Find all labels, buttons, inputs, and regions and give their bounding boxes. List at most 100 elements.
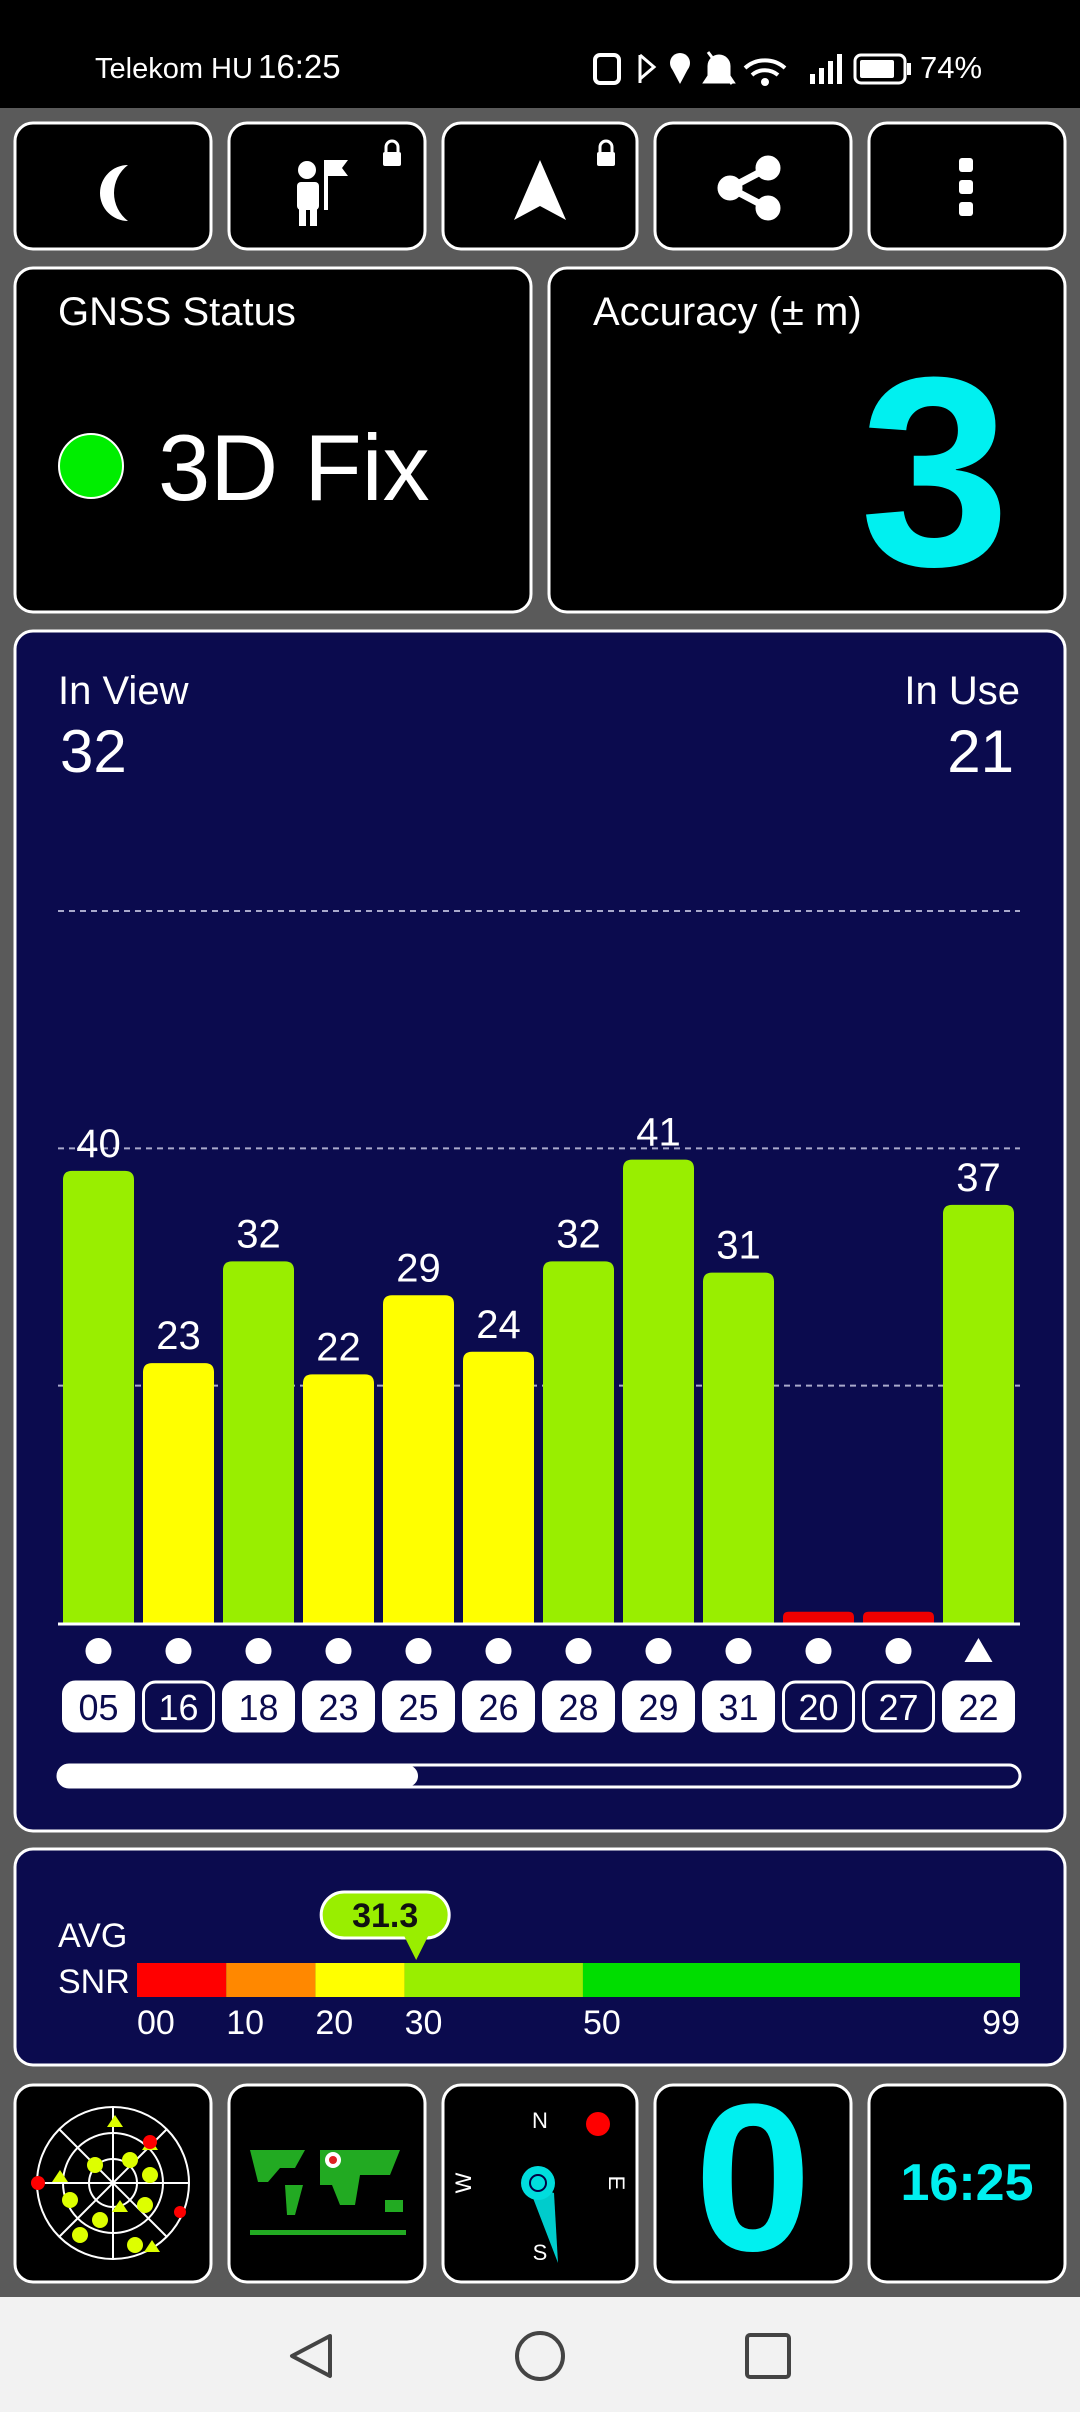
satellite-marker [805, 1638, 832, 1664]
battery: 74% [920, 50, 982, 85]
widgets: N E S W 0 16:25 [13, 2060, 1067, 2295]
speed-button[interactable] [653, 2083, 853, 2284]
bar [463, 1351, 534, 1623]
satellite-id: 20 [798, 1687, 838, 1728]
satellite-marker [565, 1638, 592, 1664]
snr-value: 31.3 [352, 1897, 418, 1935]
snr-segment [404, 1963, 583, 1997]
world-map [250, 2150, 406, 2235]
satellite-id-box [542, 1680, 615, 1733]
bar-value-label: 22 [316, 1325, 361, 1369]
status-time: 16:25 [258, 48, 341, 85]
satellite-id-box [942, 1680, 1015, 1733]
satellite-marker [165, 1638, 192, 1664]
snr-tick-label: 50 [583, 2004, 621, 2042]
snr-segment [582, 1963, 1020, 1997]
satellite-id: 31 [718, 1687, 758, 1728]
satellite-marker [645, 1638, 672, 1664]
satellite-id-box [382, 1680, 455, 1733]
sky-plot [31, 2106, 190, 2260]
snr-bubble [319, 1890, 451, 1940]
fix-indicator [58, 433, 124, 499]
bar-value-label: 37 [956, 1156, 1001, 1200]
compass-marker [586, 2112, 610, 2136]
toolbar [13, 121, 1067, 251]
share-button[interactable] [653, 121, 853, 251]
bar [863, 1611, 934, 1623]
bar [143, 1363, 214, 1623]
satellite-id: 16 [158, 1687, 198, 1728]
snr-tick-label: 20 [315, 2004, 353, 2042]
bar [383, 1295, 454, 1623]
snr-chart: 40 05 23 16 32 18 22 23 29 25 24 26 32 28 41 29 31 31 20 27… [58, 910, 1020, 1733]
clock: 16:25 [901, 2154, 1034, 2212]
snr-label: AVG [58, 1917, 127, 1955]
satellite-marker [485, 1638, 512, 1664]
waypoint-icon [297, 139, 401, 226]
nav-bar [0, 2297, 1080, 2412]
compass-e: E [604, 2176, 629, 2191]
bar [943, 1204, 1014, 1623]
snr-segment [226, 1963, 316, 1997]
home-button[interactable] [515, 2331, 565, 2381]
satellite-id-box [302, 1680, 375, 1733]
bar [223, 1261, 294, 1623]
satellite-id: 05 [78, 1687, 118, 1728]
bar-value-label: 32 [236, 1212, 281, 1256]
bar-value-label: 23 [156, 1314, 201, 1358]
fix-status: 3D Fix [158, 415, 430, 520]
menu-icon [959, 158, 973, 216]
satellite-marker [725, 1638, 752, 1664]
scroll-thumb[interactable] [58, 1765, 418, 1787]
satellite-id-box [462, 1680, 535, 1733]
snr-panel [13, 1847, 1067, 2067]
satellite-id-box [222, 1680, 295, 1733]
bar [543, 1261, 614, 1623]
navigation-icon [514, 139, 615, 220]
accuracy-value: 3 [860, 322, 1010, 623]
satellite-id-box [702, 1680, 775, 1733]
snr-scale: 00 10 20 30 50 99 31.3 [137, 1890, 1020, 2042]
in-use-count: 21 [947, 718, 1014, 785]
satellite-id: 23 [318, 1687, 358, 1728]
satellite-id: 22 [958, 1687, 998, 1728]
bar [783, 1611, 854, 1623]
satellite-id-box [142, 1680, 215, 1733]
share-icon [717, 155, 781, 221]
status-icons [593, 51, 911, 86]
satellite-marker [885, 1638, 912, 1664]
recents-button[interactable] [745, 2333, 791, 2379]
satellite-marker [245, 1638, 272, 1664]
bar-value-label: 40 [76, 1122, 121, 1166]
satellite-marker [405, 1638, 432, 1664]
in-use-label: In Use [904, 669, 1020, 713]
bar-value-label: 41 [636, 1111, 681, 1155]
bar [63, 1170, 134, 1623]
back-button[interactable] [290, 2334, 332, 2378]
satellite-id: 25 [398, 1687, 438, 1728]
gnss-label: GNSS Status [58, 290, 296, 334]
accuracy-label: Accuracy (± m) [593, 290, 862, 334]
satellite-id: 28 [558, 1687, 598, 1728]
bar-value-label: 31 [716, 1224, 761, 1268]
snr-segment [137, 1963, 227, 1997]
clock-button[interactable] [867, 2083, 1067, 2284]
snr-tick-label: 30 [405, 2004, 443, 2042]
satellite-id-box [782, 1680, 855, 1733]
speed-value: 0 [695, 2060, 812, 2295]
compass-w: W [451, 2172, 476, 2193]
satellite-id-box [622, 1680, 695, 1733]
satellite-id-box [62, 1680, 135, 1733]
snr-tick-label: 10 [226, 2004, 264, 2042]
in-view-label: In View [58, 669, 189, 713]
carrier: Telekom HU [95, 53, 253, 85]
moon-icon [100, 165, 128, 221]
compass-needle [521, 2166, 558, 2263]
compass-n: N [532, 2108, 548, 2133]
satellite-id: 26 [478, 1687, 518, 1728]
bar [623, 1159, 694, 1623]
accuracy-panel [547, 266, 1067, 614]
bar-value-label: 32 [556, 1212, 601, 1256]
